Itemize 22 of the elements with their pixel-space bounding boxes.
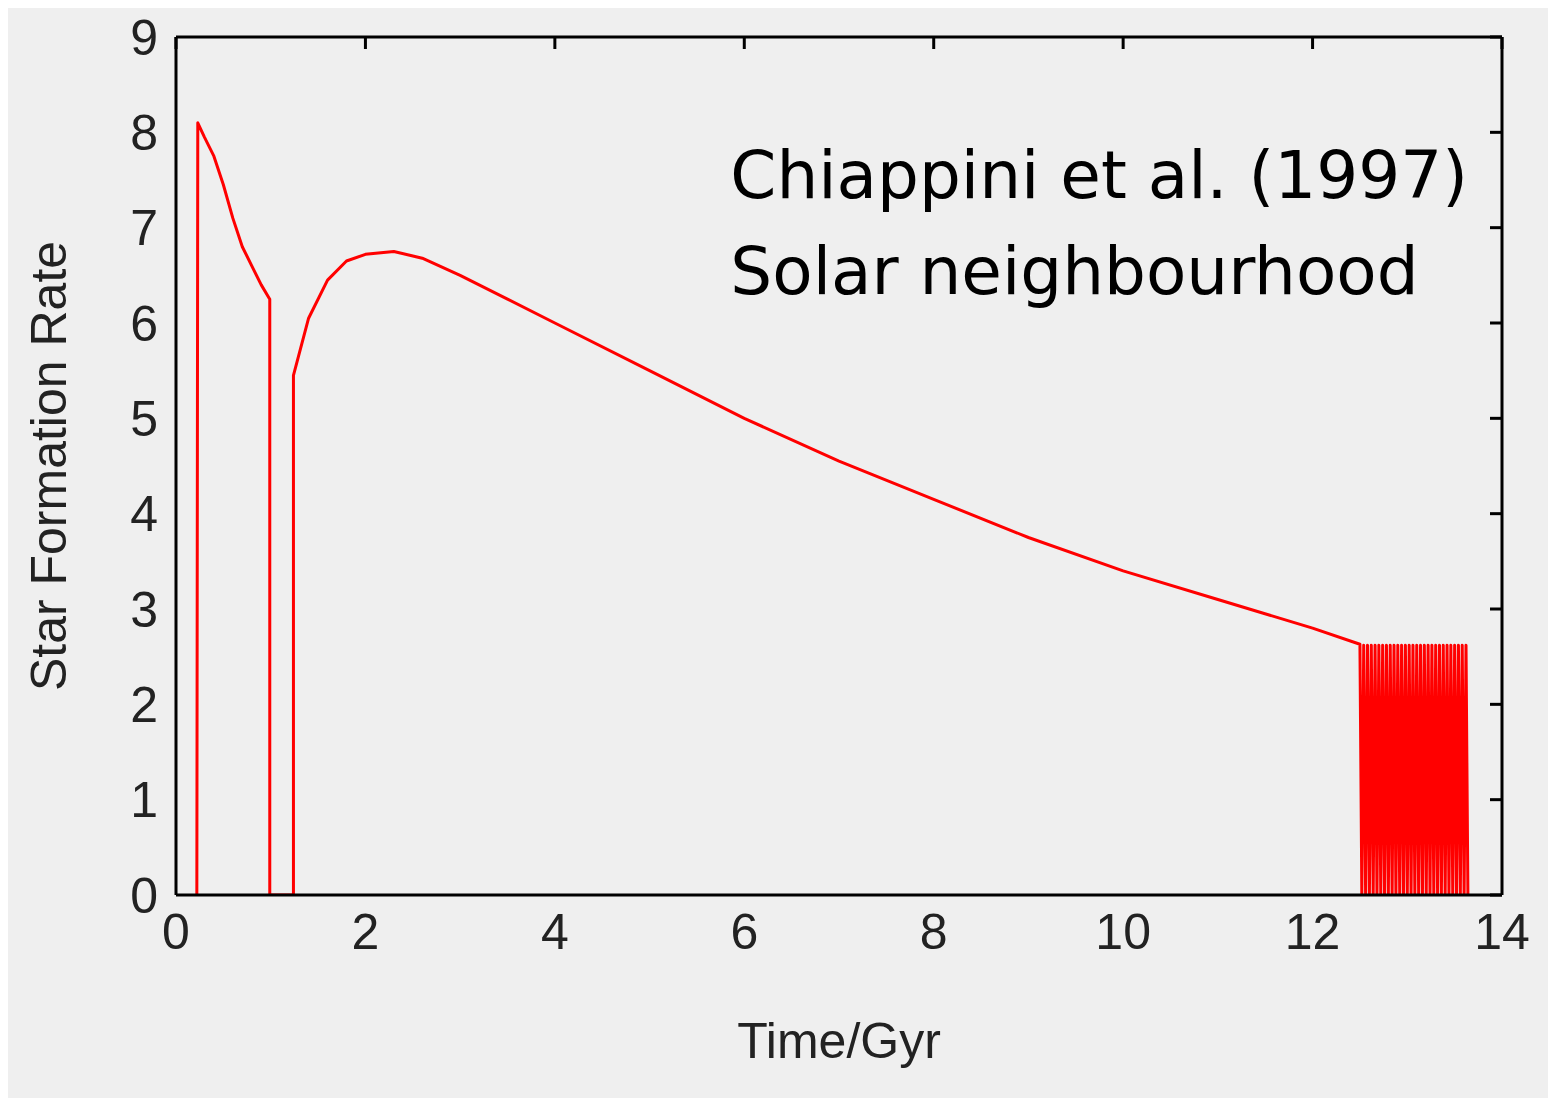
y-tick-label: 3	[130, 581, 158, 638]
y-tick-label: 7	[130, 200, 158, 257]
x-tick-label: 2	[351, 903, 380, 960]
y-tick-label: 5	[130, 391, 158, 448]
x-tick-label: 10	[1095, 903, 1151, 960]
y-tick-label: 9	[130, 9, 158, 66]
y-tick-label: 2	[130, 677, 158, 734]
y-tick-label: 4	[130, 486, 158, 543]
annotation: Chiappini et al. (1997)	[730, 136, 1468, 216]
x-tick-label: 14	[1474, 903, 1530, 960]
x-tick-label: 4	[540, 903, 569, 960]
annotation: Solar neighbourhood	[730, 232, 1420, 312]
y-tick-label: 6	[130, 295, 158, 352]
y-tick-label: 1	[130, 772, 158, 829]
x-axis-title: Time/Gyr	[737, 1013, 941, 1069]
x-tick-label: 12	[1284, 903, 1341, 960]
y-axis-title: Star Formation Rate	[20, 240, 77, 692]
y-tick-label: 0	[130, 867, 158, 924]
y-tick-label: 8	[130, 105, 158, 162]
x-tick-label: 6	[730, 903, 759, 960]
x-tick-label: 8	[919, 903, 948, 960]
line-series	[195, 121, 1470, 895]
